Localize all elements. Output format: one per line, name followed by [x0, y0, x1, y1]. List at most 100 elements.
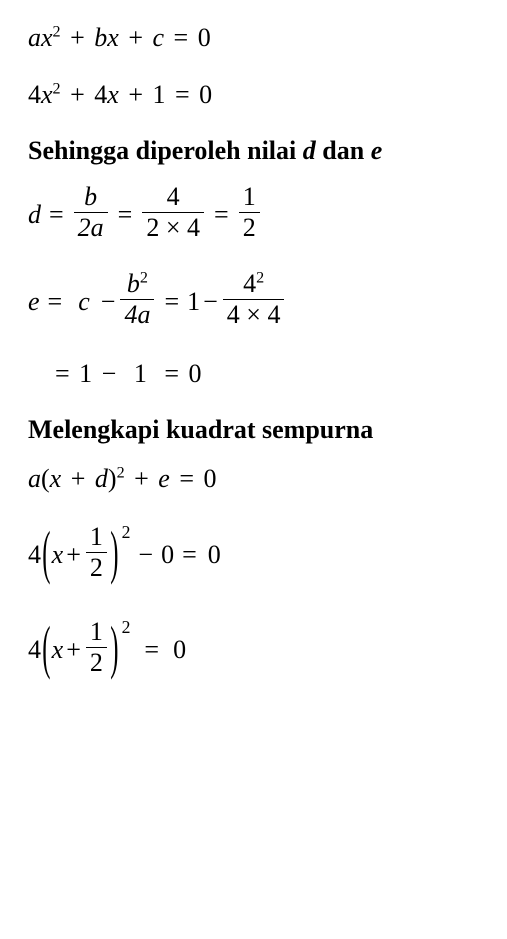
- op-plus: +: [66, 634, 81, 665]
- op-eq: =: [49, 199, 64, 230]
- var-b: b: [94, 23, 107, 52]
- var-x: x: [50, 464, 62, 493]
- op-eq: =: [182, 539, 197, 570]
- var-e: e: [371, 136, 383, 165]
- var-x: x: [41, 80, 53, 109]
- equation-vertex-form: a(x + d)2 + e = 0: [28, 463, 487, 494]
- lparen-big: (: [42, 517, 50, 589]
- num-0: 0: [199, 80, 212, 109]
- op-minus: −: [138, 539, 153, 570]
- var-b: b: [127, 269, 140, 298]
- op-eq: =: [175, 80, 190, 109]
- fraction-1-over-2: 1 2: [239, 182, 260, 243]
- op-minus: −: [101, 286, 116, 317]
- fraction-1-over-2: 1 2: [86, 617, 107, 678]
- op-plus: +: [128, 23, 143, 52]
- fraction-4-over-8: 4 2 × 4: [142, 182, 204, 243]
- num-4: 4: [243, 269, 256, 298]
- equation-e-line1: e = c − b2 4a = 1 − 42 4 × 4: [28, 271, 487, 332]
- numerator: b2: [120, 269, 154, 300]
- exp-2: 2: [256, 270, 264, 287]
- equation-substituted-1: 4 ( x + 1 2 ) 2 − 0 = 0: [28, 524, 487, 585]
- op-minus: −: [203, 286, 218, 317]
- denominator: 2: [86, 648, 107, 678]
- exp-2: 2: [122, 617, 131, 638]
- num-1: 1: [134, 359, 147, 388]
- fraction-16-over-16: 42 4 × 4: [223, 269, 285, 330]
- num-1: 1: [153, 80, 166, 109]
- denominator: 2 × 4: [142, 213, 204, 243]
- exp-2: 2: [140, 270, 148, 287]
- exp-2: 2: [53, 81, 61, 98]
- coef-4: 4: [28, 634, 41, 665]
- op-eq: =: [118, 199, 133, 230]
- fraction-b-over-2a: b 2a: [74, 182, 108, 243]
- num-0: 0: [198, 23, 211, 52]
- var-d: d: [303, 136, 316, 165]
- var-x: x: [52, 634, 64, 665]
- equation-general-quadratic: ax2 + bx + c = 0: [28, 22, 487, 53]
- num-1: 1: [79, 359, 92, 388]
- num-0: 0: [204, 464, 217, 493]
- numerator: b: [74, 182, 108, 213]
- op-plus: +: [128, 80, 143, 109]
- num-0: 0: [208, 539, 221, 570]
- op-minus: −: [102, 359, 117, 388]
- num-0: 0: [189, 359, 202, 388]
- var-x: x: [107, 23, 119, 52]
- math-document: ax2 + bx + c = 0 4x2 + 4x + 1 = 0 Sehing…: [0, 0, 507, 724]
- op-eq: =: [164, 359, 179, 388]
- op-eq: =: [179, 464, 194, 493]
- op-eq: =: [55, 359, 70, 388]
- equation-specific-quadratic: 4x2 + 4x + 1 = 0: [28, 79, 487, 110]
- var-a: a: [28, 464, 41, 493]
- fraction-b2-over-4a: b2 4a: [120, 269, 154, 330]
- lparen-big: (: [42, 612, 50, 684]
- numerator: 1: [86, 522, 107, 553]
- equation-e-line2: = 1 − 1 = 0: [28, 358, 487, 389]
- var-a: a: [28, 23, 41, 52]
- equation-d: d = b 2a = 4 2 × 4 = 1 2: [28, 184, 487, 245]
- op-plus: +: [66, 539, 81, 570]
- num-1: 1: [187, 286, 200, 317]
- heading-complete-square: Melengkapi kuadrat sempurna: [28, 415, 487, 445]
- var-e: e: [158, 464, 170, 493]
- coef-4: 4: [94, 80, 107, 109]
- var-c: c: [78, 286, 90, 317]
- rparen-big: ): [110, 517, 118, 589]
- denominator: 2: [86, 553, 107, 583]
- var-d: d: [95, 464, 108, 493]
- rparen-big: ): [110, 612, 118, 684]
- coef-4: 4: [28, 539, 41, 570]
- equation-substituted-2: 4 ( x + 1 2 ) 2 = 0: [28, 619, 487, 680]
- op-eq: =: [174, 23, 189, 52]
- exp-2: 2: [117, 464, 125, 481]
- var-x: x: [107, 80, 119, 109]
- num-0: 0: [173, 634, 186, 665]
- var-x: x: [41, 23, 53, 52]
- op-plus: +: [70, 80, 85, 109]
- denominator: 2: [239, 213, 260, 243]
- lparen: (: [41, 464, 50, 493]
- op-eq: =: [164, 286, 179, 317]
- var-x: x: [52, 539, 64, 570]
- op-eq: =: [144, 634, 159, 665]
- op-plus: +: [134, 464, 149, 493]
- var-e: e: [28, 286, 40, 317]
- numerator: 4: [142, 182, 204, 213]
- numerator: 1: [86, 617, 107, 648]
- var-c: c: [153, 23, 165, 52]
- op-plus: +: [71, 464, 86, 493]
- rparen: ): [108, 464, 117, 493]
- fraction-1-over-2: 1 2: [86, 522, 107, 583]
- numerator: 1: [239, 182, 260, 213]
- denominator: 4a: [120, 300, 154, 330]
- numerator: 42: [223, 269, 285, 300]
- denominator: 4 × 4: [223, 300, 285, 330]
- denominator: 2a: [74, 213, 108, 243]
- num-0: 0: [161, 539, 174, 570]
- var-d: d: [28, 199, 41, 230]
- heading-text: Sehingga diperoleh nilai: [28, 136, 303, 165]
- exp-2: 2: [122, 522, 131, 543]
- op-eq: =: [214, 199, 229, 230]
